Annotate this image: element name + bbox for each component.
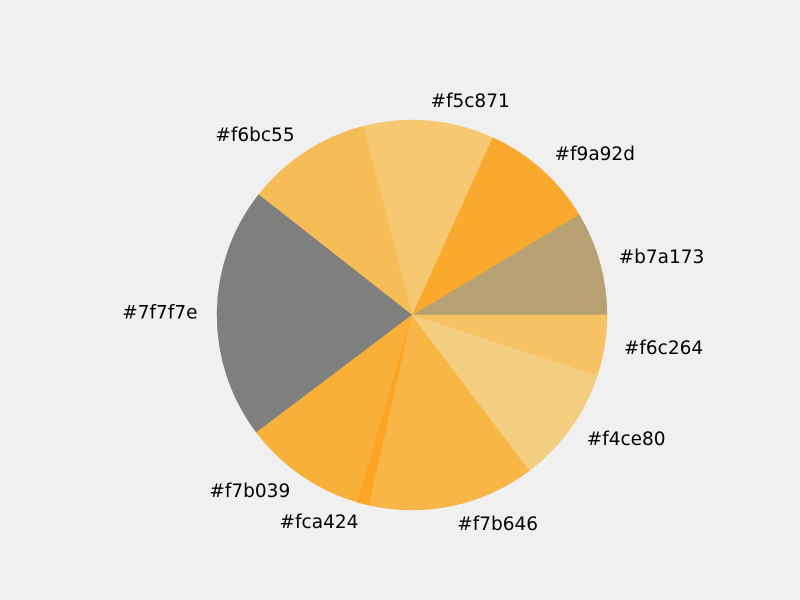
pie-slices [216, 119, 608, 511]
pie-slice-label-3: #f5c871 [430, 91, 509, 112]
pie-slice-label-4: #f6bc55 [215, 125, 294, 146]
pie-slice-label-5: #7f7f7e [122, 303, 197, 324]
pie-slice-4 [258, 125, 413, 316]
pie-slice-label-10: #f6c264 [624, 338, 703, 359]
pie-slice-6 [256, 314, 413, 503]
pie-slice-label-1: #b7a173 [619, 247, 705, 268]
pie-slice-label-2: #f9a92d [555, 144, 635, 165]
pie-slice-5 [216, 194, 413, 433]
pie-slice-8 [368, 314, 530, 511]
pie-slice-label-8: #f7b646 [457, 514, 538, 535]
pie-slice-label-7: #fca424 [280, 512, 359, 533]
pie-slice-3 [362, 119, 493, 316]
pie-slice-2 [411, 137, 580, 316]
pie-slice-label-6: #f7b039 [209, 481, 290, 502]
pie-labels: #b7a173 #f9a92d #f5c871 #f6bc55 #7f7f7e #f7b0… [122, 91, 704, 535]
pie-slice-10 [411, 314, 608, 376]
pie-slice-1 [411, 214, 608, 316]
pie-slice-9 [411, 314, 598, 471]
pie-slice-label-9: #f4ce80 [587, 429, 666, 450]
